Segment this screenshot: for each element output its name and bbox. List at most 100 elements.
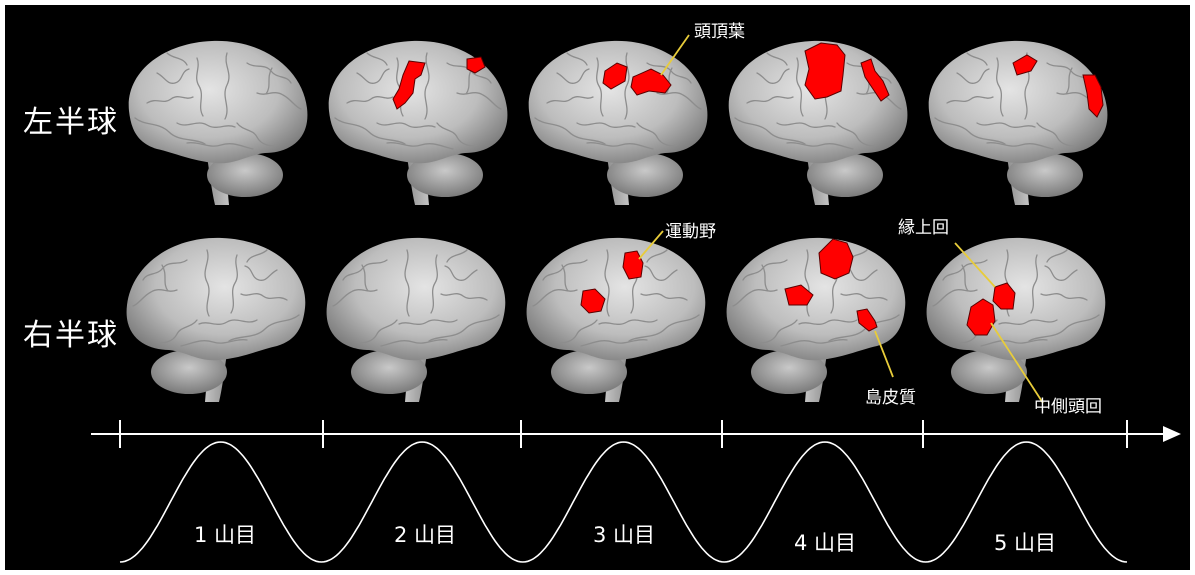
sulcus — [396, 57, 404, 117]
sine-wave — [119, 441, 1128, 563]
sulcus — [236, 122, 278, 147]
sulcus — [428, 314, 500, 342]
cerebrum — [128, 40, 308, 164]
sulci — [532, 249, 700, 347]
leader-line — [874, 330, 894, 378]
sulcus — [1065, 67, 1073, 95]
sulcus — [961, 264, 969, 292]
sulcus — [346, 96, 394, 104]
brain-render — [526, 237, 706, 402]
activation-blob — [630, 68, 672, 96]
sulcus — [424, 52, 430, 120]
sulcus — [265, 67, 273, 95]
sulcus — [180, 339, 248, 347]
cerebellum — [751, 350, 827, 394]
wave-label: 4 山目 — [793, 531, 857, 555]
cerebellum — [551, 350, 627, 394]
sulcus — [776, 122, 836, 128]
sulcus — [440, 293, 488, 301]
sulcus — [228, 314, 300, 342]
leader-lines — [638, 34, 1044, 404]
axis-arrowhead — [1163, 426, 1181, 442]
sulcus — [230, 254, 238, 314]
sulcus — [356, 319, 398, 344]
sulcus — [946, 96, 994, 104]
sulcus — [1046, 249, 1068, 263]
sulcus — [628, 314, 700, 342]
cerebellum — [207, 153, 283, 197]
activation-blob — [860, 58, 890, 102]
left-hemisphere-row — [128, 40, 1108, 205]
sulcus — [161, 264, 169, 292]
sulcus — [798, 319, 858, 325]
cerebrum — [328, 40, 508, 164]
sulcus — [436, 122, 478, 147]
leader-line — [660, 34, 690, 76]
sulcus — [456, 92, 502, 110]
diagram-canvas — [91, 34, 1181, 563]
cerebellum — [951, 350, 1027, 394]
sulcus — [646, 249, 668, 263]
sulcus — [580, 339, 648, 347]
cerebrum — [726, 237, 906, 361]
sulcus — [534, 117, 606, 145]
sulcus — [380, 339, 448, 347]
sulcus — [996, 57, 1004, 117]
sulcus — [332, 289, 378, 307]
sulci — [334, 52, 502, 150]
left-hemisphere-label: 左半球 — [23, 105, 119, 140]
sulcus — [604, 249, 610, 317]
sulcus — [430, 254, 438, 314]
sulcus — [186, 142, 254, 150]
activation-blob — [466, 56, 486, 74]
sulcus — [156, 319, 198, 344]
sulcus — [561, 264, 569, 292]
insula-label: 島皮質 — [865, 388, 916, 408]
sulcus — [376, 122, 436, 128]
sulcus — [934, 117, 1006, 145]
right-hemisphere-label: 右半球 — [23, 318, 119, 353]
sulcus — [224, 52, 230, 120]
sulcus — [761, 264, 769, 292]
sulcus — [546, 96, 594, 104]
cerebellum — [151, 350, 227, 394]
sulcus — [828, 314, 900, 342]
leader-line — [990, 322, 1044, 404]
sulcus — [132, 289, 178, 307]
sulcus — [334, 117, 406, 145]
activation-blob — [1012, 54, 1038, 76]
wave-label: 1 山目 — [193, 523, 257, 547]
leader-line — [638, 230, 664, 260]
sulcus — [732, 289, 778, 307]
brain-render — [728, 40, 908, 205]
sulcus — [1036, 122, 1078, 147]
sulcus — [246, 249, 268, 263]
sulcus — [366, 52, 388, 66]
sulcus — [1044, 265, 1078, 281]
brain-render — [726, 237, 906, 402]
activation-blob — [992, 282, 1016, 310]
sulcus — [404, 249, 410, 317]
sulcus — [998, 319, 1058, 325]
sulcus — [786, 142, 854, 150]
sulcus — [444, 265, 478, 281]
cerebrum — [326, 237, 506, 361]
cerebrum — [126, 237, 306, 361]
sulcus — [240, 293, 288, 301]
sulcus — [956, 68, 990, 84]
sulcus — [176, 122, 236, 128]
wave-label: 5 山目 — [993, 531, 1057, 555]
sulcus — [156, 68, 190, 84]
activation-blob — [856, 308, 878, 332]
cerebellum — [1007, 153, 1083, 197]
motor-area-label: 運動野 — [665, 222, 716, 242]
sulcus — [656, 92, 702, 110]
cerebrum — [728, 40, 908, 164]
sulcus — [756, 68, 790, 84]
brain-render — [328, 40, 508, 205]
right-hemisphere-row — [126, 237, 1106, 402]
brain-render — [326, 237, 506, 402]
brain-render — [126, 237, 306, 402]
cerebellum — [607, 153, 683, 197]
activation-blob — [966, 298, 996, 336]
